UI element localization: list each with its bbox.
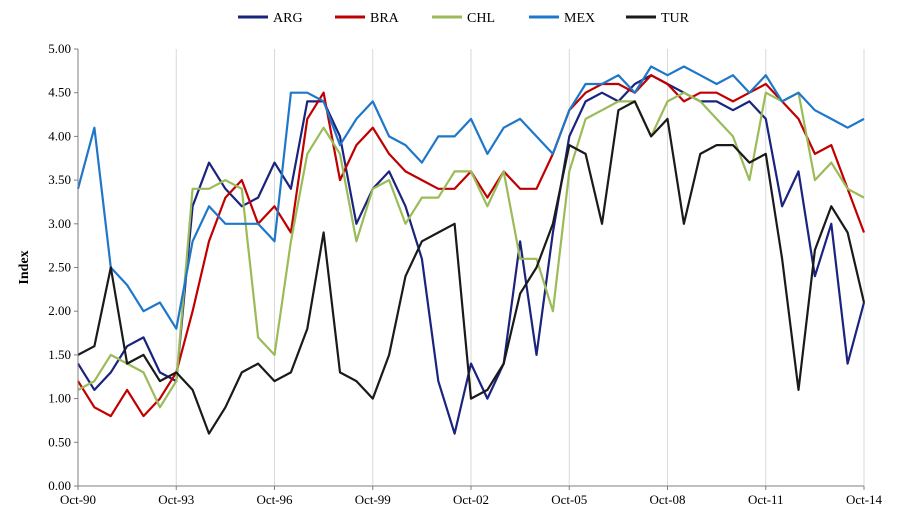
series-line-tur <box>77 100 866 435</box>
legend-label-arg: ARG <box>273 11 303 26</box>
x-axis-ticks: Oct-90 Oct-93 Oct-96 Oct-99 Oct-02 Oct-05 Oct-… <box>60 486 883 507</box>
series-line-mex <box>76 65 865 330</box>
x-tick-label: Oct-96 <box>256 492 293 507</box>
y-tick-label: 0.50 <box>48 434 71 449</box>
legend: ARG BRA CHL MEX TUR <box>238 11 690 26</box>
legend-label-tur: TUR <box>661 11 690 26</box>
legend-label-bra: BRA <box>370 11 400 26</box>
y-tick-label: 5.00 <box>48 41 71 56</box>
legend-label-mex: MEX <box>564 11 595 26</box>
y-tick-label: 4.50 <box>48 85 71 100</box>
x-tick-label: Oct-08 <box>649 492 685 507</box>
y-tick-label: 3.50 <box>48 172 71 187</box>
y-tick-label: 3.00 <box>48 216 71 231</box>
y-tick-label: 0.00 <box>48 478 71 493</box>
x-tick-label: Oct-93 <box>158 492 194 507</box>
y-tick-label: 2.50 <box>48 260 71 275</box>
y-tick-label: 1.00 <box>48 391 71 406</box>
x-tick-label: Oct-90 <box>60 492 96 507</box>
series-line-arg <box>77 74 866 435</box>
series-line-chl <box>77 91 865 409</box>
y-tick-label: 4.00 <box>48 128 71 143</box>
x-tick-label: Oct-99 <box>355 492 391 507</box>
y-tick-label: 1.50 <box>48 347 71 362</box>
x-tick-label: Oct-11 <box>748 492 784 507</box>
plot-area <box>76 65 866 435</box>
x-tick-label: Oct-14 <box>846 492 883 507</box>
y-axis-ticks: 0.00 0.50 1.00 1.50 2.00 2.50 3.00 3.50 4.00 4.50… <box>48 41 78 493</box>
legend-label-chl: CHL <box>467 11 495 26</box>
y-axis-title: Index <box>17 250 32 284</box>
x-tick-label: Oct-05 <box>551 492 587 507</box>
y-tick-label: 2.00 <box>48 303 71 318</box>
x-tick-label: Oct-02 <box>453 492 489 507</box>
